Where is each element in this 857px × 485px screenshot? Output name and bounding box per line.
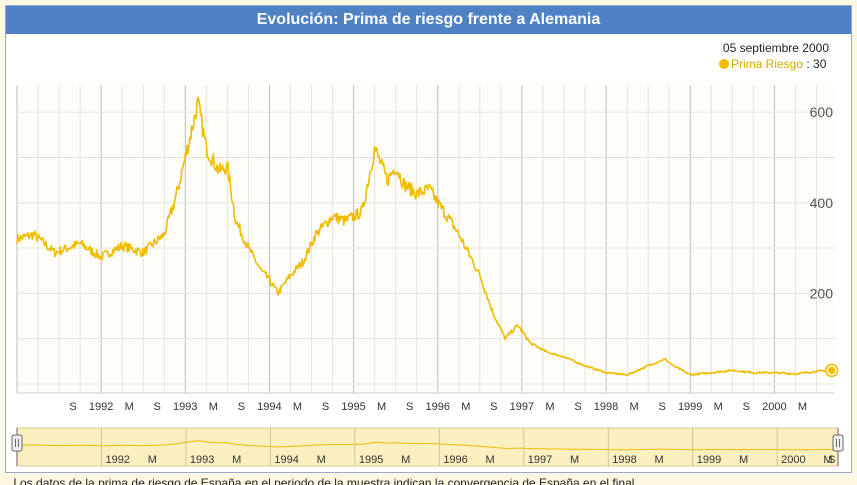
tooltip-date: 05 septiembre 2000 — [723, 41, 829, 55]
x-tick-label: S — [406, 401, 413, 413]
legend-entry: Prima Riesgo : 30 — [731, 57, 827, 71]
navigator-tick-label: M — [823, 454, 832, 466]
x-tick-label: S — [69, 401, 76, 413]
navigator-tick-label: S — [828, 454, 835, 466]
navigator-tick-label: M — [739, 454, 748, 466]
navigator-left-handle[interactable] — [11, 434, 23, 452]
navigator-tick-label: 1996 — [443, 454, 467, 466]
plot-area — [17, 85, 835, 393]
navigator-right-handle[interactable] — [832, 434, 844, 452]
x-tick-label: 1993 — [173, 401, 197, 413]
x-tick-label: S — [658, 401, 665, 413]
navigator-tick-label: M — [232, 454, 241, 466]
x-tick-label: S — [238, 401, 245, 413]
navigator-series-line — [16, 440, 835, 451]
legend-separator: : — [803, 57, 813, 71]
x-tick-label: M — [714, 401, 723, 413]
navigator-tick-label: M — [401, 454, 410, 466]
x-tick-label: 1995 — [341, 401, 365, 413]
x-tick-label: S — [490, 401, 497, 413]
x-tick-label: M — [209, 401, 218, 413]
series-line-prima-riesgo[interactable] — [16, 96, 833, 377]
navigator-tick-label: M — [148, 454, 157, 466]
navigator-tick-label: 1999 — [697, 454, 721, 466]
x-tick-label: 1996 — [425, 401, 449, 413]
navigator-tick-label: 1993 — [190, 454, 214, 466]
navigator-tick-label: 1995 — [359, 454, 383, 466]
x-tick-label: S — [322, 401, 329, 413]
navigator-tick-label: M — [317, 454, 326, 466]
navigator-tick-label: M — [570, 454, 579, 466]
navigator-tick-label: 2000 — [781, 454, 805, 466]
x-tick-label: M — [293, 401, 302, 413]
x-tick-label: M — [545, 401, 554, 413]
x-tick-label: M — [461, 401, 470, 413]
x-tick-label: M — [630, 401, 639, 413]
x-tick-label: S — [154, 401, 161, 413]
legend-value: 30 — [813, 57, 827, 71]
navigator-tick-label: 1994 — [274, 454, 298, 466]
y-tick-label: 400 — [810, 195, 834, 211]
navigator-area[interactable] — [16, 427, 839, 467]
legend-series-name: Prima Riesgo — [731, 57, 803, 71]
x-tick-label: 1992 — [89, 401, 113, 413]
navigator-tick-label: 1997 — [528, 454, 552, 466]
chart-title: Evolución: Prima de riesgo frente a Alem… — [6, 6, 851, 34]
y-tick-label: 600 — [810, 104, 834, 120]
x-tick-label: 2000 — [762, 401, 786, 413]
x-tick-label: 1997 — [510, 401, 534, 413]
x-tick-label: 1994 — [257, 401, 281, 413]
x-tick-label: S — [743, 401, 750, 413]
legend-dot-icon — [719, 59, 729, 69]
y-tick-label: 200 — [810, 285, 834, 301]
navigator-tick-label: 1992 — [105, 454, 129, 466]
navigator-tick-label: 1998 — [612, 454, 636, 466]
navigator-tick-label: M — [486, 454, 495, 466]
x-tick-label: M — [798, 401, 807, 413]
last-point-marker[interactable] — [828, 366, 836, 374]
x-tick-label: M — [125, 401, 134, 413]
navigator-tick-label: M — [654, 454, 663, 466]
x-tick-label: 1998 — [594, 401, 618, 413]
article-text: ... Los datos de la prima de riesgo de E… — [0, 476, 635, 485]
x-tick-label: 1999 — [678, 401, 702, 413]
x-tick-label: M — [377, 401, 386, 413]
x-tick-label: S — [574, 401, 581, 413]
